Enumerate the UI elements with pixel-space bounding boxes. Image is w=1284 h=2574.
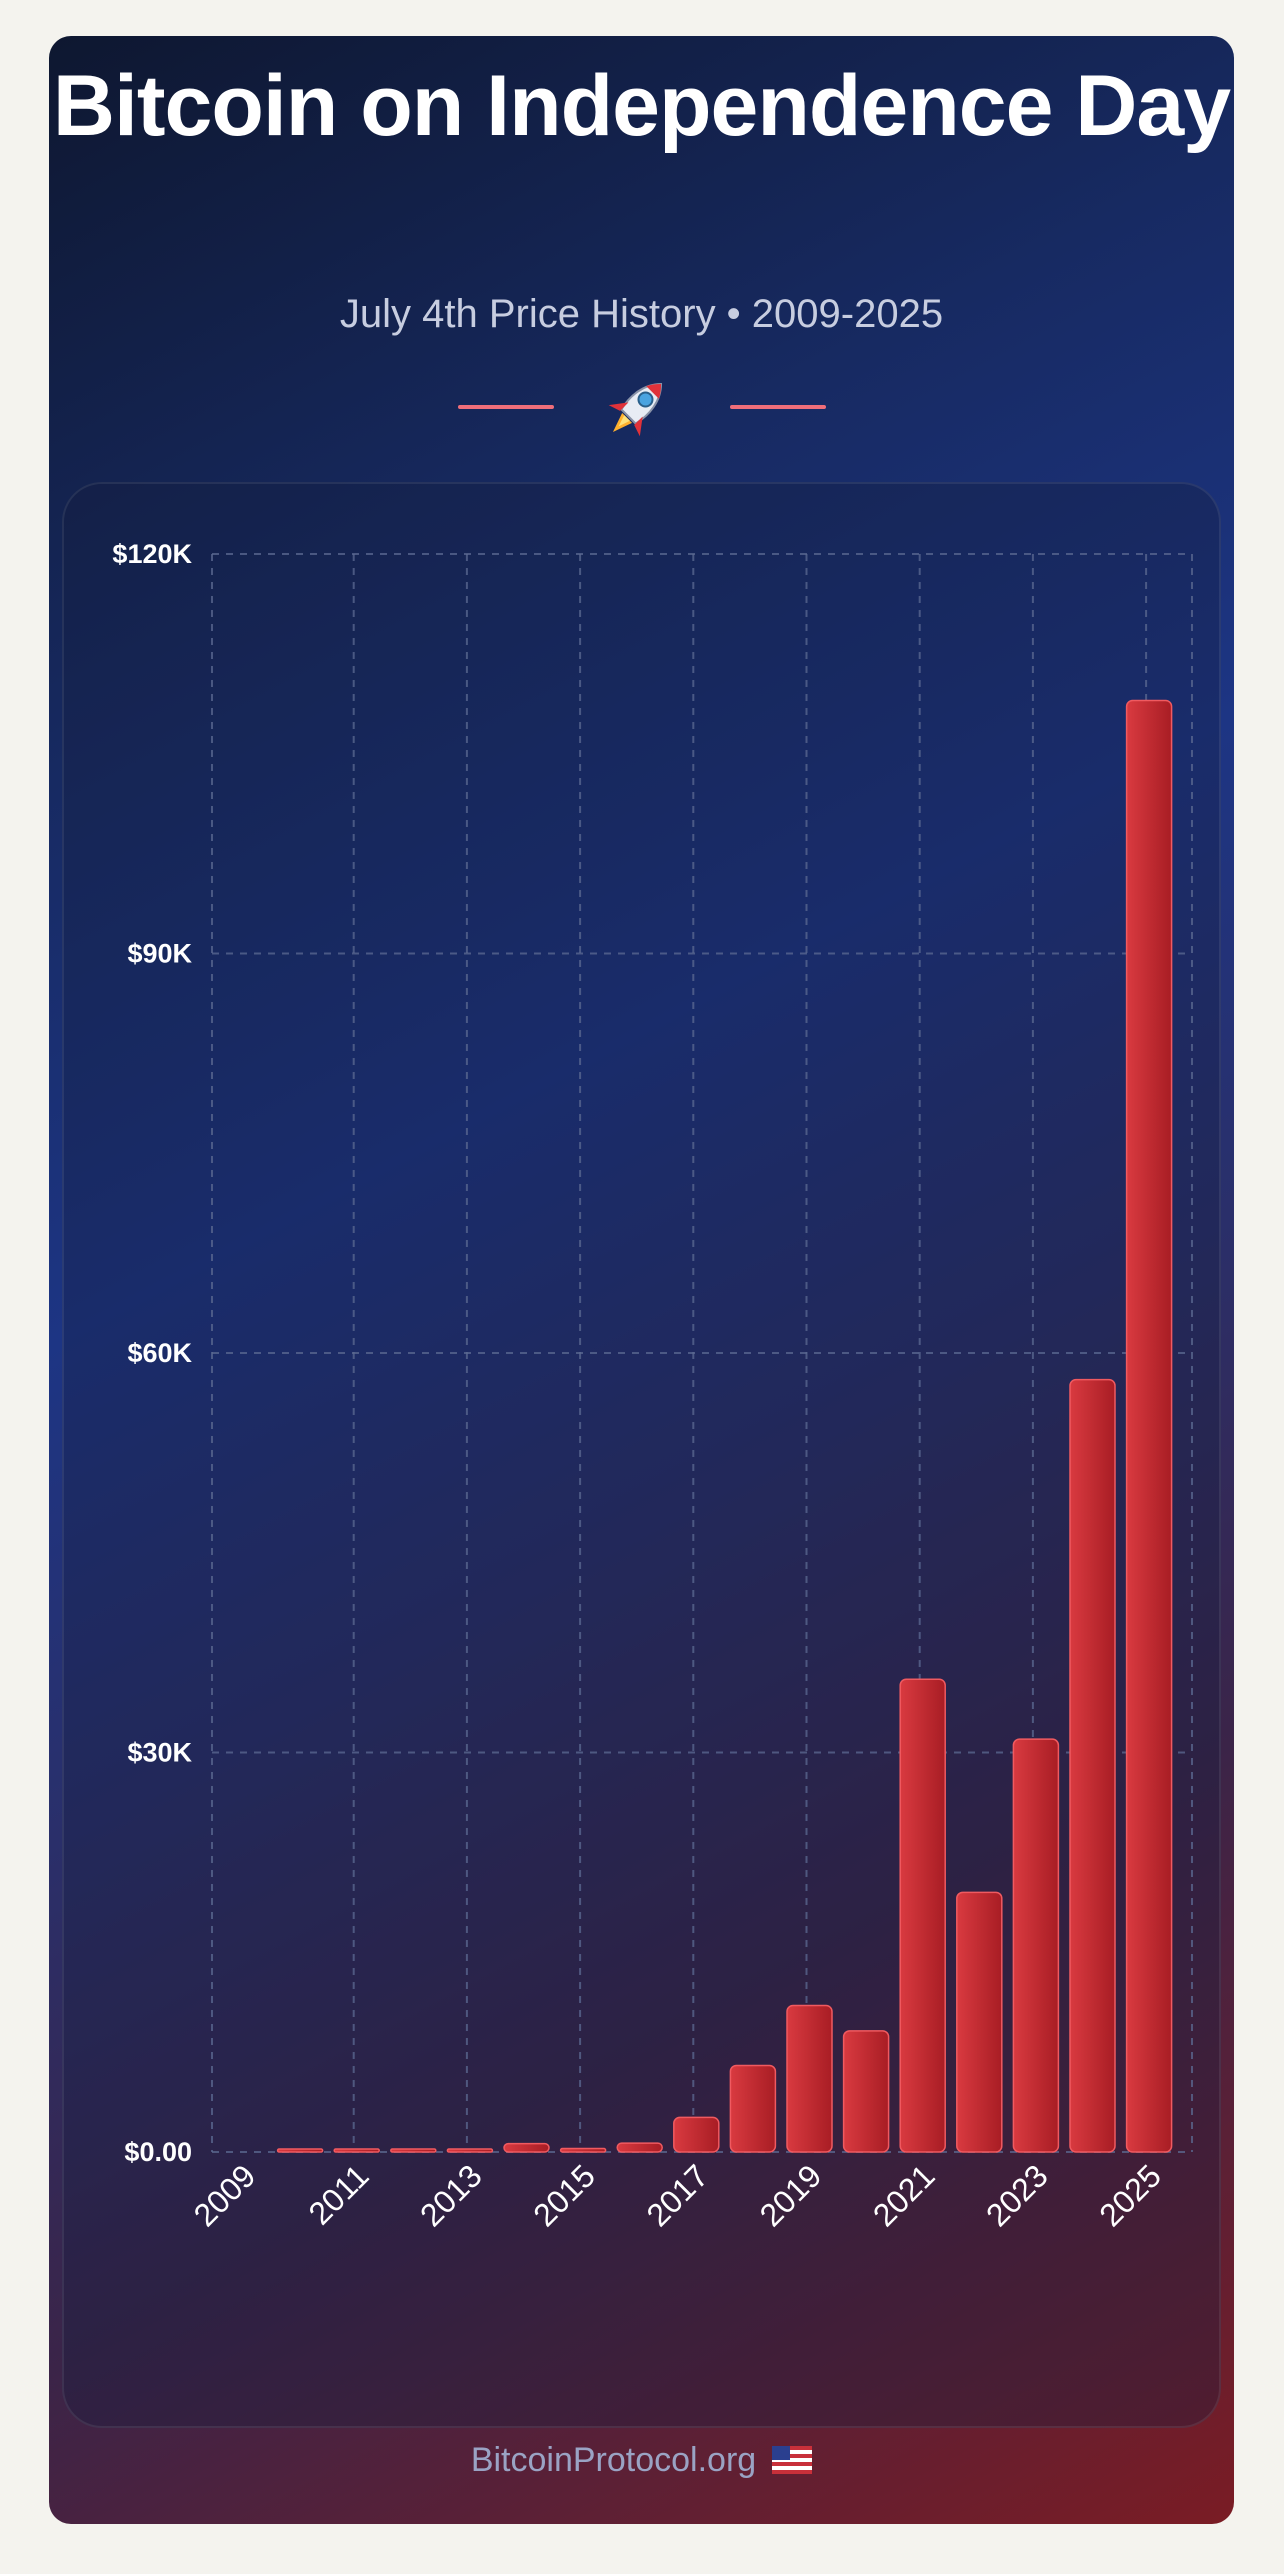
x-tick-label: 2011 <box>302 2157 376 2231</box>
chart-card: Bitcoin on Independence Day July 4th Pri… <box>49 36 1234 2524</box>
bar-2011 <box>333 2148 380 2153</box>
bar-2017 <box>673 2116 720 2153</box>
chart-title: Bitcoin on Independence Day <box>52 58 1231 154</box>
y-tick-label: $30K <box>127 1738 192 1768</box>
y-tick-label: $120K <box>112 539 192 569</box>
x-tick-label: 2009 <box>187 2157 263 2233</box>
x-tick-label: 2023 <box>979 2157 1055 2233</box>
bar-2021 <box>899 1678 946 2153</box>
x-tick-label: 2013 <box>413 2157 489 2233</box>
x-tick-label: 2025 <box>1092 2157 1168 2233</box>
y-tick-label: $90K <box>127 939 192 969</box>
y-tick-label: $0.00 <box>124 2137 192 2167</box>
bar-2024 <box>1069 1378 1116 2153</box>
bar-2025 <box>1125 699 1173 2153</box>
x-tick-label: 2019 <box>753 2157 829 2233</box>
x-tick-label: 2021 <box>866 2157 942 2233</box>
bar-2018 <box>729 2064 777 2153</box>
chart-panel: $0.00 $30K $60K $90K $120K 2009 2011 2013 2015 20… <box>62 482 1221 2428</box>
x-tick-label: 2015 <box>526 2157 602 2233</box>
footer: BitcoinProtocol.org <box>49 2430 1234 2490</box>
bar-2015 <box>559 2147 607 2153</box>
divider-left <box>458 405 554 409</box>
bar-2023 <box>1012 1738 1060 2153</box>
footer-site-link[interactable]: BitcoinProtocol.org <box>470 2440 757 2479</box>
bar-2020 <box>842 2030 890 2153</box>
bar-2016 <box>616 2142 663 2153</box>
x-tick-label: 2017 <box>639 2157 715 2233</box>
bar-2010 <box>276 2148 324 2153</box>
bar-2013 <box>446 2148 494 2153</box>
y-tick-label: $60K <box>127 1338 192 1368</box>
bar-2012 <box>390 2148 437 2153</box>
bar-2022 <box>956 1891 1003 2153</box>
bar-chart: $0.00 $30K $60K $90K $120K 2009 2011 2013 2015 20… <box>112 539 1193 2233</box>
rocket-icon <box>608 382 663 437</box>
bar-2014 <box>503 2142 550 2153</box>
bar-2019 <box>786 2004 833 2153</box>
divider-right <box>730 405 826 409</box>
chart-subtitle: July 4th Price History • 2009-2025 <box>339 292 944 336</box>
us-flag-icon <box>772 2446 813 2474</box>
